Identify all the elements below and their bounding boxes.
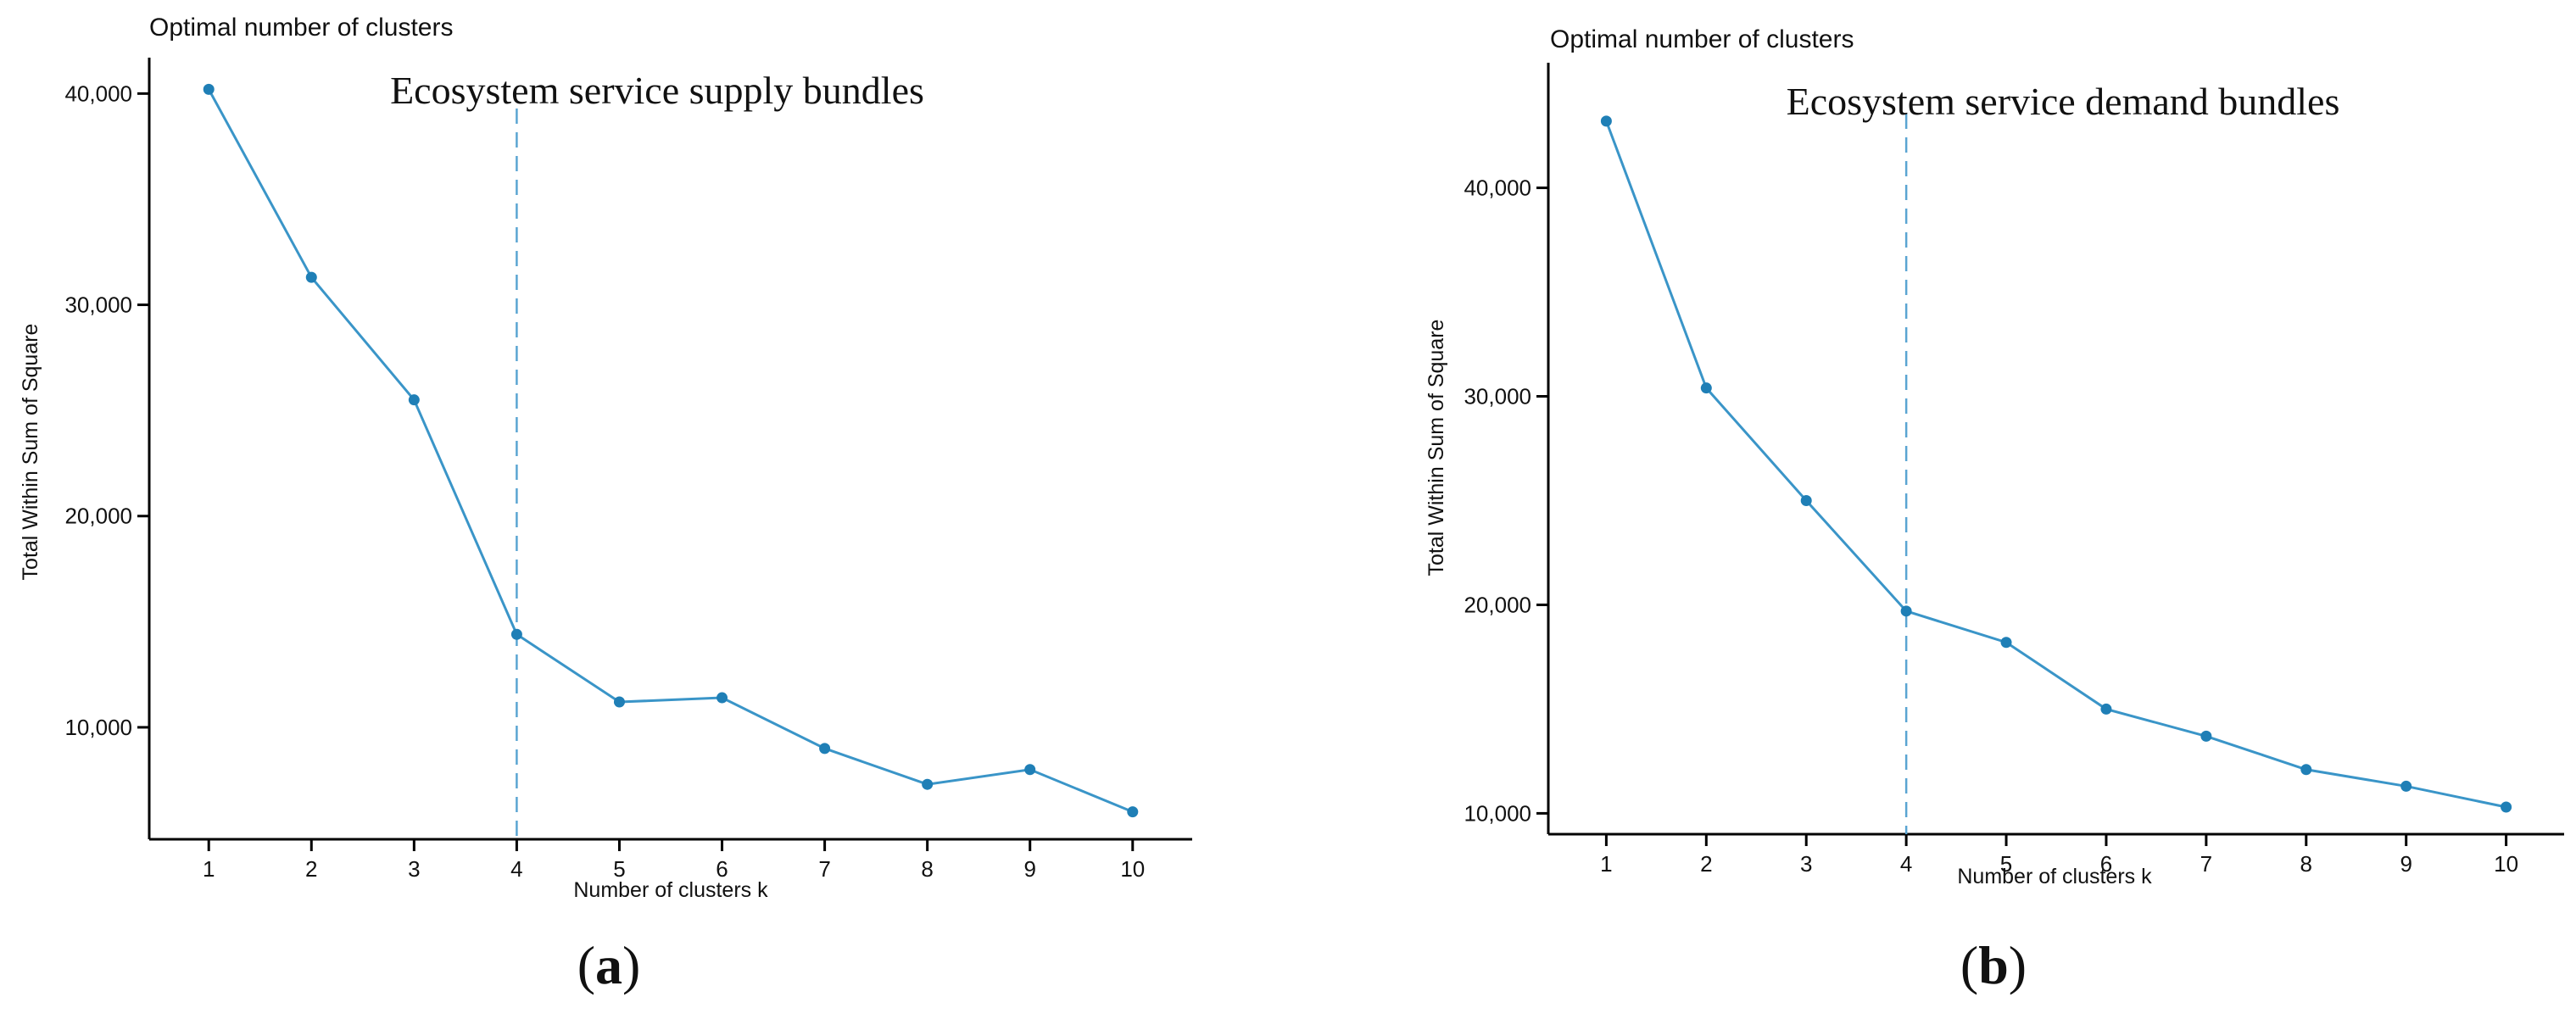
data-point	[1700, 382, 1712, 394]
data-point	[2100, 703, 2112, 715]
x-tick-label: 6	[2100, 851, 2112, 877]
x-tick-label: 7	[818, 856, 830, 882]
chart-title: Optimal number of clusters	[149, 14, 453, 42]
y-tick-label: 10,000	[1464, 800, 1531, 826]
x-tick-label: 10	[2494, 851, 2518, 877]
y-axis-title: Total Within Sum of Square	[1425, 320, 1448, 576]
x-tick-label: 8	[2300, 851, 2312, 877]
data-point	[305, 271, 317, 283]
x-tick-label: 4	[1900, 851, 1912, 877]
x-tick-label: 9	[2400, 851, 2412, 877]
panel-a: 10,000 20,000 30,000 40,000 1 2 3 4 5 6 7 8 9 10 Optim…	[19, 14, 1192, 995]
data-point	[2400, 780, 2412, 792]
y-tick-label: 20,000	[64, 504, 132, 529]
data-point	[613, 696, 625, 708]
chart-annotation: Ecosystem service demand bundles	[1787, 80, 2340, 123]
x-tick-label: 10	[1120, 856, 1145, 882]
x-tick-label: 9	[1023, 856, 1035, 882]
data-point	[2300, 764, 2312, 776]
data-point	[819, 743, 831, 755]
y-axis-title: Total Within Sum of Square	[19, 324, 42, 581]
x-tick-label: 8	[921, 856, 933, 882]
chart-title: Optimal number of clusters	[1550, 25, 1854, 53]
x-axis-title: Number of clusters k	[573, 878, 768, 902]
data-point	[922, 778, 934, 790]
data-point	[1127, 806, 1139, 818]
x-tick-label: 5	[613, 856, 625, 882]
series-line	[1604, 120, 2506, 809]
data-point	[510, 628, 522, 640]
x-tick-label: 1	[1600, 851, 1612, 877]
data-point	[2200, 730, 2212, 742]
data-point	[1024, 764, 1036, 776]
data-point	[1600, 115, 1612, 127]
panel-label-close: )	[2009, 935, 2027, 995]
panel-label: (a)	[577, 935, 641, 995]
y-tick-label: 30,000	[1464, 384, 1531, 409]
y-tick-label: 40,000	[1464, 175, 1531, 201]
y-tick-label: 30,000	[64, 292, 132, 318]
data-point	[203, 83, 215, 95]
x-tick-label: 2	[1700, 851, 1712, 877]
data-point	[408, 394, 420, 406]
x-tick-label: 7	[2200, 851, 2212, 877]
y-tick-label: 10,000	[64, 715, 132, 740]
panel-label-letter: a	[595, 935, 622, 995]
y-tick-label: 20,000	[1464, 592, 1531, 617]
data-point	[716, 692, 728, 704]
panel-label-letter: b	[1978, 935, 2009, 995]
data-point	[2501, 801, 2512, 813]
panel-label-open: (	[1960, 935, 1978, 995]
x-tick-label: 3	[1800, 851, 1812, 877]
x-tick-label: 6	[716, 856, 728, 882]
panel-b: 10,000 20,000 30,000 40,000 1 2 3 4 5 6 7 8 9 10 Optim…	[1425, 25, 2564, 995]
panel-label-close: )	[622, 935, 640, 995]
panel-label-open: (	[577, 935, 595, 995]
x-tick-label: 3	[408, 856, 420, 882]
data-point	[2000, 637, 2012, 649]
series-line	[207, 88, 1134, 813]
chart-annotation: Ecosystem service supply bundles	[390, 69, 924, 112]
panel-label: (b)	[1960, 935, 2027, 995]
data-point	[1800, 494, 1812, 506]
x-tick-label: 2	[305, 856, 317, 882]
x-tick-label: 1	[203, 856, 215, 882]
x-tick-label: 5	[2000, 851, 2012, 877]
x-tick-label: 4	[510, 856, 522, 882]
data-point	[1900, 605, 1912, 617]
x-axis-title: Number of clusters k	[1957, 865, 2152, 888]
y-tick-label: 40,000	[64, 81, 132, 106]
